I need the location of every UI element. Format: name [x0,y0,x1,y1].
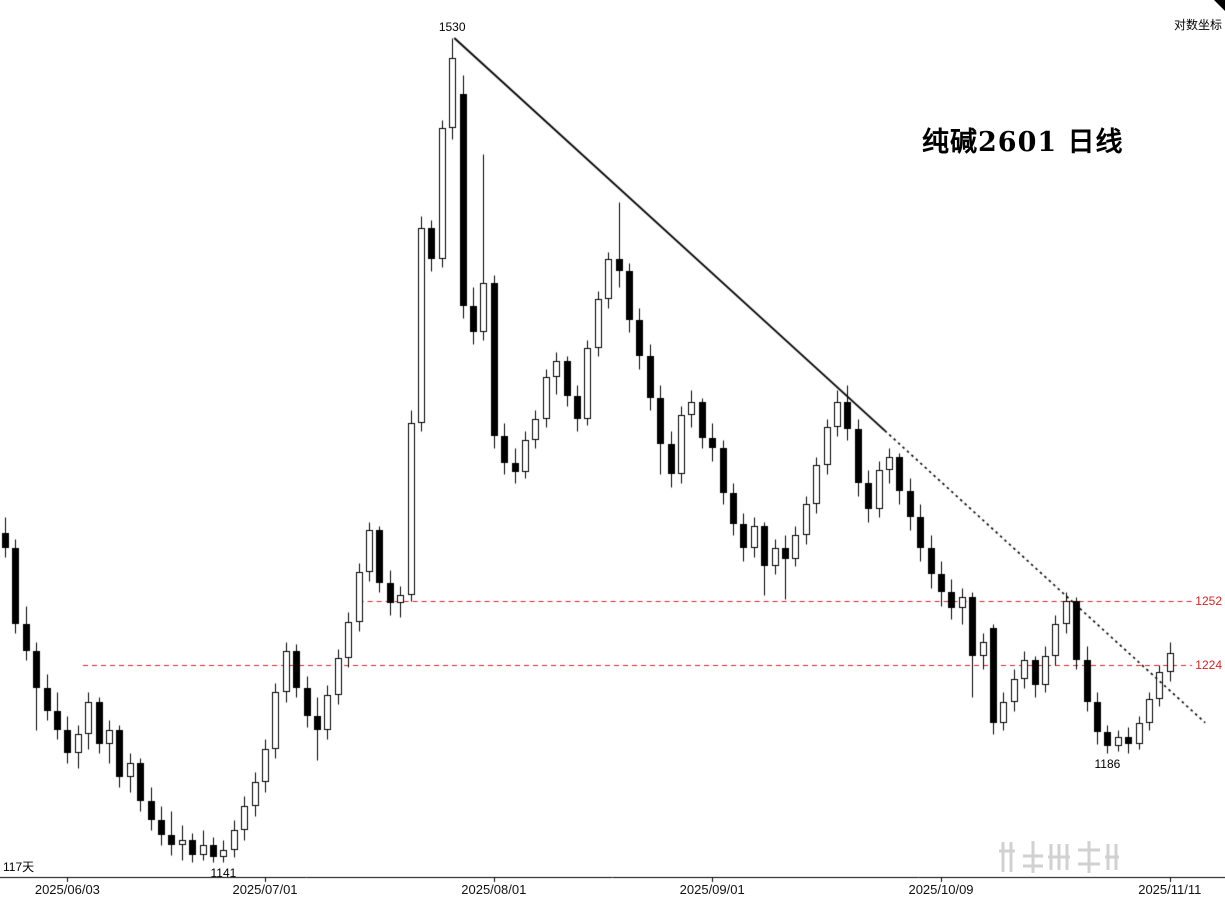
chart-window: 纯碱2601 日线 对数坐标 117天 2025/06/03 2025/07/01… [0,0,1225,898]
candlestick-chart-canvas[interactable] [0,0,1225,898]
